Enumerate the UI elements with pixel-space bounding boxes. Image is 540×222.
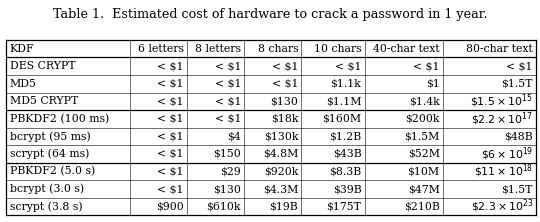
Text: 6 letters: 6 letters: [138, 44, 184, 54]
Text: $\$1.5 \times 10^{15}$: $\$1.5 \times 10^{15}$: [470, 93, 533, 110]
Text: $52M: $52M: [408, 149, 440, 159]
Text: $1.2B: $1.2B: [329, 131, 361, 141]
Text: $610k: $610k: [206, 202, 241, 212]
Text: < $1: < $1: [507, 61, 533, 71]
Text: < $1: < $1: [157, 184, 184, 194]
Text: KDF: KDF: [10, 44, 35, 54]
Text: $10M: $10M: [408, 166, 440, 176]
Text: $4: $4: [227, 131, 241, 141]
Text: $\$2.2 \times 10^{17}$: $\$2.2 \times 10^{17}$: [471, 110, 533, 128]
Text: $210B: $210B: [404, 202, 440, 212]
Text: $18k: $18k: [271, 114, 298, 124]
Text: $4.3M: $4.3M: [263, 184, 298, 194]
Text: scrypt (64 ms): scrypt (64 ms): [10, 149, 89, 159]
Text: $39B: $39B: [333, 184, 361, 194]
Text: PBKDF2 (5.0 s): PBKDF2 (5.0 s): [10, 166, 95, 177]
Text: < $1: < $1: [157, 96, 184, 106]
Text: $130: $130: [271, 96, 298, 106]
Text: < $1: < $1: [214, 96, 241, 106]
Text: bcrypt (3.0 s): bcrypt (3.0 s): [10, 184, 84, 194]
Text: 8 chars: 8 chars: [258, 44, 298, 54]
Text: < $1: < $1: [214, 79, 241, 89]
Text: < $1: < $1: [272, 61, 298, 71]
Text: $150: $150: [213, 149, 241, 159]
Text: bcrypt (95 ms): bcrypt (95 ms): [10, 131, 91, 142]
Text: < $1: < $1: [413, 61, 440, 71]
Text: < $1: < $1: [214, 61, 241, 71]
Text: $920k: $920k: [264, 166, 298, 176]
Text: < $1: < $1: [214, 114, 241, 124]
Text: $1.1k: $1.1k: [330, 79, 361, 89]
Text: $\$11 \times 10^{18}$: $\$11 \times 10^{18}$: [474, 163, 533, 180]
Text: < $1: < $1: [272, 79, 298, 89]
Text: $130k: $130k: [264, 131, 298, 141]
Text: $19B: $19B: [269, 202, 298, 212]
Text: $200k: $200k: [405, 114, 440, 124]
Text: $48B: $48B: [504, 131, 533, 141]
Text: $900: $900: [156, 202, 184, 212]
Text: 10 chars: 10 chars: [314, 44, 361, 54]
Text: $1.4k: $1.4k: [409, 96, 440, 106]
Text: < $1: < $1: [157, 131, 184, 141]
Text: < $1: < $1: [157, 149, 184, 159]
Text: $130: $130: [213, 184, 241, 194]
Text: $\$6 \times 10^{19}$: $\$6 \times 10^{19}$: [481, 145, 533, 163]
Text: $1.5T: $1.5T: [502, 79, 533, 89]
Text: $175T: $175T: [327, 202, 361, 212]
Text: < $1: < $1: [335, 61, 361, 71]
Text: 40-char text: 40-char text: [373, 44, 440, 54]
Text: $8.3B: $8.3B: [329, 166, 361, 176]
Text: scrypt (3.8 s): scrypt (3.8 s): [10, 201, 82, 212]
Text: $160M: $160M: [322, 114, 361, 124]
Text: PBKDF2 (100 ms): PBKDF2 (100 ms): [10, 114, 109, 124]
Text: $47M: $47M: [408, 184, 440, 194]
Text: DES CRYPT: DES CRYPT: [10, 61, 75, 71]
Text: $1: $1: [426, 79, 440, 89]
Text: $1.1M: $1.1M: [326, 96, 361, 106]
Text: < $1: < $1: [157, 114, 184, 124]
Text: < $1: < $1: [157, 61, 184, 71]
Text: 80-char text: 80-char text: [466, 44, 533, 54]
Text: 8 letters: 8 letters: [195, 44, 241, 54]
Text: < $1: < $1: [157, 79, 184, 89]
Text: $29: $29: [220, 166, 241, 176]
Text: $4.8M: $4.8M: [263, 149, 298, 159]
Text: $1.5M: $1.5M: [404, 131, 440, 141]
Text: $43B: $43B: [333, 149, 361, 159]
Text: $\$2.3 \times 10^{23}$: $\$2.3 \times 10^{23}$: [471, 198, 533, 215]
Text: $1.5T: $1.5T: [502, 184, 533, 194]
Text: MD5: MD5: [10, 79, 37, 89]
Text: MD5 CRYPT: MD5 CRYPT: [10, 96, 78, 106]
Text: < $1: < $1: [157, 166, 184, 176]
Text: Table 1.  Estimated cost of hardware to crack a password in 1 year.: Table 1. Estimated cost of hardware to c…: [53, 8, 487, 21]
